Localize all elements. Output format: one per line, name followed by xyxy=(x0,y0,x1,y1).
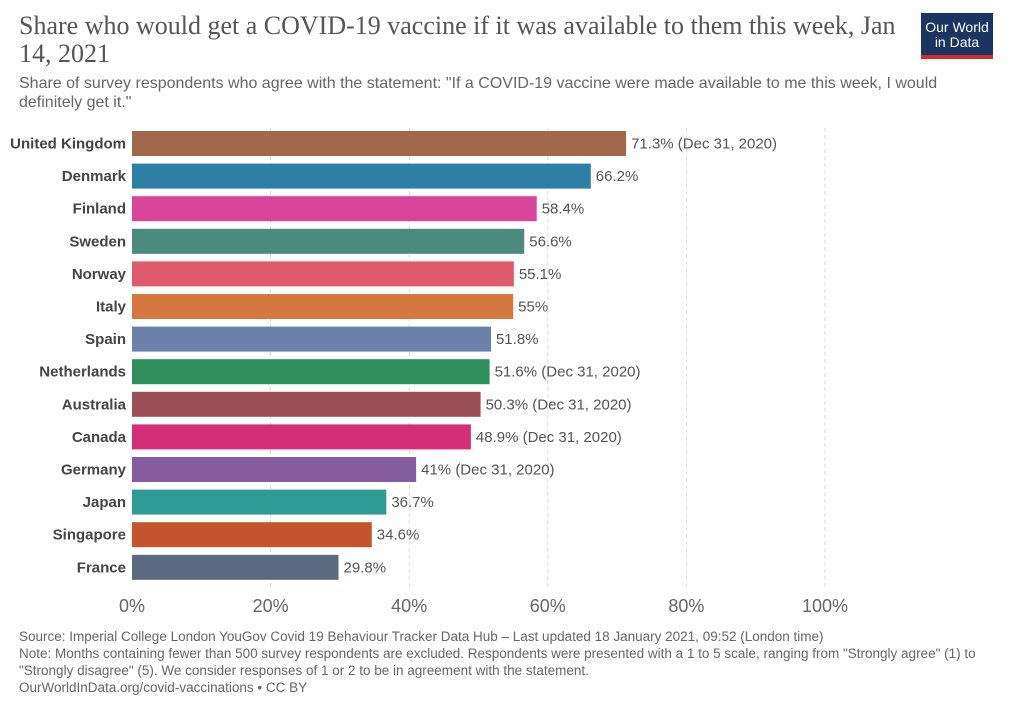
owid-logo[interactable]: Our World in Data xyxy=(921,13,993,59)
category-label[interactable]: Canada xyxy=(72,429,127,446)
bar[interactable] xyxy=(132,391,481,417)
x-tick-label: 80% xyxy=(668,596,704,616)
category-label[interactable]: Australia xyxy=(62,396,127,413)
bar[interactable] xyxy=(132,294,514,319)
logo-line-1: Our World xyxy=(925,19,989,35)
x-tick-label: 40% xyxy=(391,596,427,616)
bar[interactable] xyxy=(132,522,372,548)
bar[interactable] xyxy=(132,424,471,450)
chart-footer: Source: Imperial College London YouGov C… xyxy=(19,628,994,696)
value-label: 34.6% xyxy=(377,527,420,544)
bar[interactable] xyxy=(132,489,387,515)
bar[interactable] xyxy=(132,131,627,156)
bar[interactable] xyxy=(132,359,490,385)
methodology-note: Note: Months containing fewer than 500 s… xyxy=(19,646,976,678)
value-label: 36.7% xyxy=(391,494,434,511)
chart-title: Share who would get a COVID-19 vaccine i… xyxy=(19,11,896,68)
bars xyxy=(132,131,627,580)
category-label[interactable]: Singapore xyxy=(53,527,126,544)
category-label[interactable]: Denmark xyxy=(62,168,127,185)
credit-link[interactable]: OurWorldInData.org/covid-vaccinations • … xyxy=(19,680,308,695)
bar-chart: 71.3% (Dec 31, 2020) 66.2% 58.4% 56.6% 55.1%… xyxy=(10,128,848,616)
category-label[interactable]: Spain xyxy=(85,331,126,348)
value-label: 29.8% xyxy=(344,559,387,576)
value-label: 51.6% (Dec 31, 2020) xyxy=(495,364,641,381)
bar[interactable] xyxy=(132,261,514,287)
x-tick-label: 100% xyxy=(802,596,848,616)
category-label[interactable]: Japan xyxy=(83,494,126,511)
value-label: 48.9% (Dec 31, 2020) xyxy=(476,429,622,446)
x-tick-label: 20% xyxy=(253,596,289,616)
value-label: 56.6% xyxy=(529,233,572,250)
value-label: 41% (Dec 31, 2020) xyxy=(421,462,554,479)
category-label[interactable]: Norway xyxy=(72,266,127,283)
value-label: 66.2% xyxy=(596,168,639,185)
category-label[interactable]: Finland xyxy=(73,201,126,218)
x-axis-ticks: 0% 20% 40% 60% 80% 100% xyxy=(119,596,848,616)
value-label: 50.3% (Dec 31, 2020) xyxy=(486,396,632,413)
chart-subtitle: Share of survey respondents who agree wi… xyxy=(19,75,938,111)
category-label[interactable]: Germany xyxy=(61,462,127,479)
source-note: Source: Imperial College London YouGov C… xyxy=(19,629,824,644)
category-label[interactable]: Netherlands xyxy=(39,364,126,381)
bar[interactable] xyxy=(132,196,537,222)
category-label[interactable]: France xyxy=(77,559,126,576)
bar[interactable] xyxy=(132,228,525,254)
bar[interactable] xyxy=(132,326,491,352)
category-label[interactable]: Italy xyxy=(96,299,127,316)
value-label: 55.1% xyxy=(519,266,562,283)
value-label: 58.4% xyxy=(542,201,585,218)
category-labels: United Kingdom Denmark Finland Sweden Norway… xyxy=(10,136,126,577)
value-label: 71.3% (Dec 31, 2020) xyxy=(631,136,777,153)
bar[interactable] xyxy=(132,457,417,482)
category-label[interactable]: Sweden xyxy=(69,233,126,250)
bar[interactable] xyxy=(132,554,339,580)
value-label: 55% xyxy=(518,299,548,316)
x-tick-label: 0% xyxy=(119,596,145,616)
logo-line-2: in Data xyxy=(934,34,980,50)
value-label: 51.8% xyxy=(496,331,539,348)
bar[interactable] xyxy=(132,163,591,189)
x-tick-label: 60% xyxy=(530,596,566,616)
value-labels: 71.3% (Dec 31, 2020) 66.2% 58.4% 56.6% 55.1%… xyxy=(344,136,778,577)
category-label[interactable]: United Kingdom xyxy=(10,136,126,153)
